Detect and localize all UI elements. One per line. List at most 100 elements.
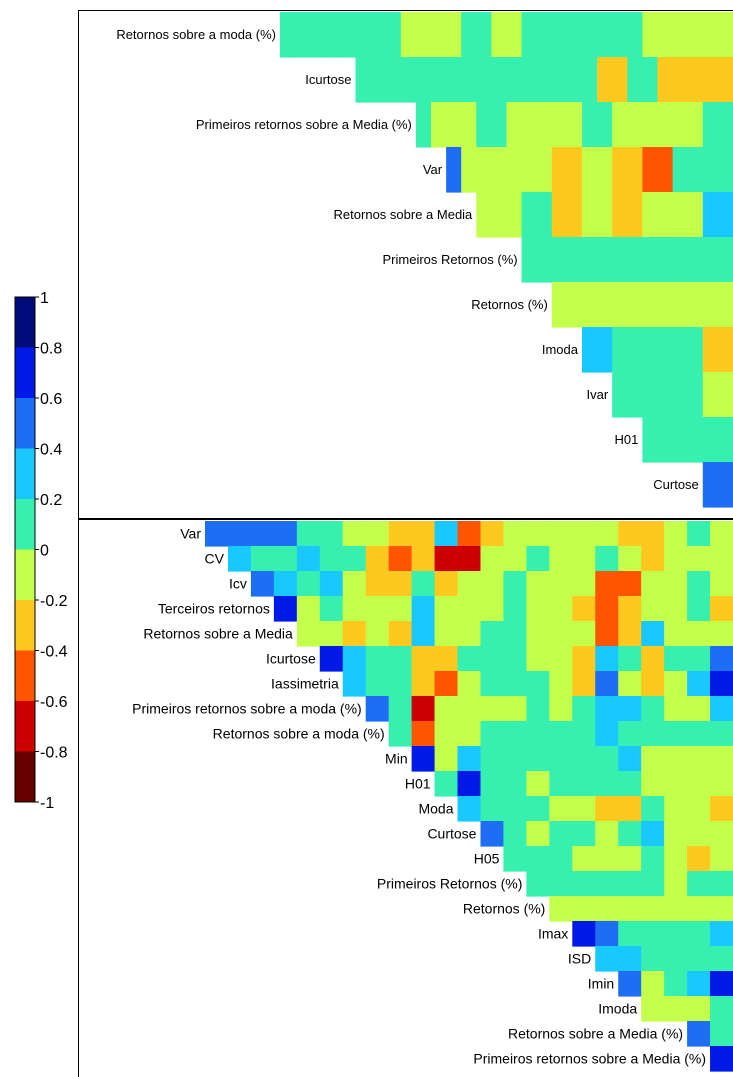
legend-color-band: [15, 448, 35, 500]
heatmap-cell: [687, 971, 711, 997]
row-label: Curtose: [427, 826, 476, 842]
heatmap-cell: [572, 771, 596, 797]
heatmap-cell: [388, 696, 413, 722]
heatmap-cell: [642, 102, 659, 148]
heatmap-cell: [566, 147, 583, 193]
heatmap-cell: [595, 771, 619, 797]
heatmap-cell: [506, 12, 523, 58]
heatmap-cell: [672, 192, 689, 238]
heatmap-cell: [595, 871, 619, 897]
heatmap-cell: [627, 372, 643, 418]
heatmap-cell: [491, 192, 508, 238]
heatmap-cell: [549, 746, 573, 772]
heatmap-cell: [446, 12, 462, 58]
heatmap-cell: [480, 546, 505, 572]
heatmap-cell: [595, 846, 619, 872]
heatmap-cell: [641, 946, 665, 972]
legend-tick-label: 0.2: [40, 492, 62, 509]
heatmap-cell: [657, 102, 674, 148]
heatmap-cell: [618, 946, 642, 972]
heatmap-cell: [551, 147, 568, 193]
heatmap-cell: [431, 57, 447, 103]
heatmap-cell: [710, 821, 733, 847]
heatmap-cell: [526, 646, 550, 672]
heatmap-cell: [664, 621, 688, 647]
heatmap-cell: [506, 57, 523, 103]
heatmap-cell: [480, 771, 505, 797]
heatmap-cell: [411, 721, 436, 747]
heatmap-cell: [710, 896, 733, 922]
heatmap-cell: [491, 12, 508, 58]
heatmap-cell: [687, 327, 704, 373]
heatmap-cell: [551, 282, 568, 328]
heatmap-cell: [641, 871, 665, 897]
heatmap-cell: [431, 102, 447, 148]
heatmap-cell: [687, 417, 704, 463]
heatmap-cell: [521, 12, 538, 58]
heatmap-cell: [595, 721, 619, 747]
heatmap-cell: [710, 746, 733, 772]
heatmap-cell: [582, 327, 598, 373]
heatmap-cell: [480, 721, 505, 747]
heatmap-cell: [672, 12, 689, 58]
heatmap-cell: [641, 546, 665, 572]
heatmap-cell: [536, 12, 553, 58]
heatmap-cell: [250, 571, 275, 597]
heatmap-cell: [342, 571, 367, 597]
row-label: Imoda: [542, 342, 579, 357]
heatmap-cell: [503, 646, 527, 672]
heatmap-cell: [526, 871, 550, 897]
heatmap-cell: [664, 846, 688, 872]
row-label: Iassimetria: [271, 676, 339, 692]
heatmap-cell: [687, 546, 711, 572]
heatmap-cell: [296, 546, 321, 572]
heatmap-cell: [664, 796, 688, 822]
row-label: Retornos sobre a Media: [334, 207, 474, 222]
heatmap-cell: [687, 12, 704, 58]
heatmap-cell: [687, 147, 704, 193]
heatmap-cell: [717, 147, 733, 193]
heatmap-cell: [566, 237, 583, 283]
heatmap-cell: [365, 696, 390, 722]
heatmap-cell: [687, 57, 704, 103]
heatmap-cell: [641, 821, 665, 847]
heatmap-cell: [446, 147, 462, 193]
heatmap-cell: [618, 646, 642, 672]
heatmap-cell: [415, 102, 432, 148]
heatmap-cell: [296, 571, 321, 597]
heatmap-cell: [687, 102, 704, 148]
heatmap-cell: [627, 57, 643, 103]
heatmap-cell: [687, 746, 711, 772]
heatmap-cell: [549, 521, 573, 547]
heatmap-cell: [461, 147, 477, 193]
row-label: Retornos sobre a moda (%): [213, 726, 385, 742]
heatmap-cell: [595, 946, 619, 972]
heatmap-cell: [551, 57, 568, 103]
heatmap-cell: [642, 327, 659, 373]
heatmap-cell: [549, 821, 573, 847]
heatmap-cell: [657, 192, 674, 238]
heatmap-cell: [319, 621, 344, 647]
color-legend: 1 0.8 0.6 0.4 0.2 0 -0.2 -0.4 -0.6 -0.8 -1: [14, 290, 68, 812]
heatmap-cell: [457, 546, 482, 572]
heatmap-cell: [702, 327, 719, 373]
heatmap-cell: [657, 327, 674, 373]
heatmap-cell: [597, 102, 613, 148]
heatmap-cell: [702, 282, 719, 328]
heatmap-cell: [526, 771, 550, 797]
heatmap-cell: [572, 546, 596, 572]
heatmap-cell: [365, 621, 390, 647]
heatmap-cell: [521, 147, 538, 193]
heatmap-cell: [657, 12, 674, 58]
heatmap-cell: [657, 372, 674, 418]
heatmap-cell: [687, 721, 711, 747]
heatmap-cell: [526, 671, 550, 697]
heatmap-cell: [582, 282, 598, 328]
heatmap-cell: [355, 57, 372, 103]
heatmap-cell: [618, 746, 642, 772]
heatmap-cell: [480, 646, 505, 672]
heatmap-cell: [566, 12, 583, 58]
heatmap-cell: [503, 546, 527, 572]
heatmap-cell: [664, 946, 688, 972]
heatmap-cell: [582, 57, 598, 103]
